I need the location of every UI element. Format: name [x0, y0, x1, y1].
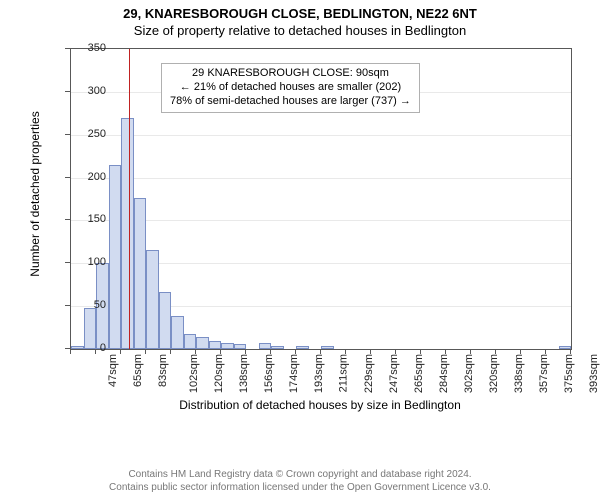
x-tick-mark: [70, 349, 71, 354]
y-tick-mark: [65, 262, 70, 263]
y-tick-mark: [65, 219, 70, 220]
footer-attribution: Contains HM Land Registry data © Crown c…: [0, 468, 600, 494]
histogram-bar: [109, 165, 122, 349]
y-tick-label: 350: [66, 42, 106, 54]
x-tick-label: 393sqm: [588, 354, 600, 393]
y-tick-mark: [65, 91, 70, 92]
x-tick-label: 357sqm: [538, 354, 550, 393]
histogram-bar: [271, 346, 284, 349]
x-tick-mark: [195, 349, 196, 354]
x-tick-label: 375sqm: [563, 354, 575, 393]
x-tick-mark: [570, 349, 571, 354]
x-tick-mark: [170, 349, 171, 354]
y-tick-mark: [65, 177, 70, 178]
x-tick-mark: [545, 349, 546, 354]
x-tick-label: 265sqm: [413, 354, 425, 393]
y-tick-label: 0: [66, 342, 106, 354]
y-tick-mark: [65, 305, 70, 306]
x-tick-label: 120sqm: [213, 354, 225, 393]
x-tick-mark: [345, 349, 346, 354]
histogram-bar: [296, 346, 309, 349]
histogram-bar: [134, 198, 147, 349]
x-tick-mark: [270, 349, 271, 354]
x-tick-mark: [245, 349, 246, 354]
footer-line-2: Contains public sector information licen…: [0, 481, 600, 494]
x-tick-mark: [320, 349, 321, 354]
x-tick-label: 83sqm: [157, 354, 169, 387]
x-tick-label: 302sqm: [463, 354, 475, 393]
histogram-bar: [121, 118, 134, 349]
x-tick-label: 229sqm: [363, 354, 375, 393]
x-tick-mark: [145, 349, 146, 354]
x-tick-mark: [495, 349, 496, 354]
x-tick-label: 138sqm: [238, 354, 250, 393]
histogram-bar: [184, 334, 197, 349]
x-tick-label: 338sqm: [513, 354, 525, 393]
plot-area: 29 KNARESBOROUGH CLOSE: 90sqm← 21% of de…: [70, 48, 572, 350]
histogram-bar: [209, 341, 222, 349]
x-tick-label: 65sqm: [132, 354, 144, 387]
y-tick-mark: [65, 48, 70, 49]
reference-line: [129, 49, 130, 349]
x-tick-mark: [220, 349, 221, 354]
y-tick-label: 300: [66, 85, 106, 97]
x-tick-mark: [370, 349, 371, 354]
x-tick-label: 320sqm: [488, 354, 500, 393]
histogram-bar: [196, 337, 209, 349]
x-tick-mark: [420, 349, 421, 354]
chart-container: Number of detached properties 29 KNARESB…: [50, 44, 590, 414]
x-tick-label: 284sqm: [438, 354, 450, 393]
y-tick-label: 50: [66, 299, 106, 311]
page-subtitle: Size of property relative to detached ho…: [0, 21, 600, 40]
x-tick-label: 247sqm: [388, 354, 400, 393]
callout-box: 29 KNARESBOROUGH CLOSE: 90sqm← 21% of de…: [161, 63, 420, 113]
footer-line-1: Contains HM Land Registry data © Crown c…: [0, 468, 600, 481]
callout-line: ← 21% of detached houses are smaller (20…: [170, 81, 411, 95]
x-tick-label: 174sqm: [288, 354, 300, 393]
x-tick-label: 156sqm: [263, 354, 275, 393]
y-tick-label: 200: [66, 171, 106, 183]
x-tick-mark: [95, 349, 96, 354]
x-tick-label: 47sqm: [107, 354, 119, 387]
callout-line: 78% of semi-detached houses are larger (…: [170, 95, 411, 109]
gridline: [71, 178, 571, 179]
histogram-bar: [321, 346, 334, 349]
histogram-bar: [159, 292, 172, 349]
x-tick-label: 102sqm: [188, 354, 200, 393]
x-tick-mark: [520, 349, 521, 354]
gridline: [71, 220, 571, 221]
y-tick-label: 150: [66, 213, 106, 225]
histogram-bar: [221, 343, 234, 349]
page-title: 29, KNARESBOROUGH CLOSE, BEDLINGTON, NE2…: [0, 0, 600, 21]
x-tick-mark: [470, 349, 471, 354]
x-tick-mark: [120, 349, 121, 354]
x-tick-label: 193sqm: [313, 354, 325, 393]
gridline: [71, 135, 571, 136]
histogram-bar: [146, 250, 159, 349]
callout-line: 29 KNARESBOROUGH CLOSE: 90sqm: [170, 67, 411, 81]
x-tick-mark: [445, 349, 446, 354]
histogram-bar: [171, 316, 184, 349]
y-tick-label: 100: [66, 256, 106, 268]
y-tick-label: 250: [66, 128, 106, 140]
x-tick-mark: [395, 349, 396, 354]
x-tick-label: 211sqm: [337, 354, 349, 392]
y-tick-mark: [65, 134, 70, 135]
x-tick-mark: [295, 349, 296, 354]
x-axis-label: Distribution of detached houses by size …: [50, 398, 590, 412]
